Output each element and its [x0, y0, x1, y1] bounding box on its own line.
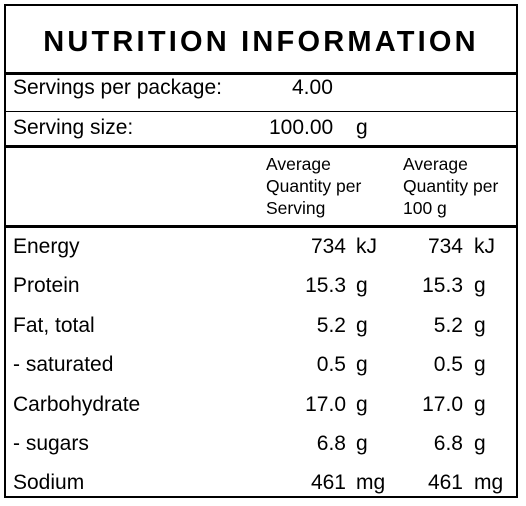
per-100g-value: 0.5 — [433, 353, 463, 376]
per-serving-value: 15.3 — [305, 274, 346, 297]
per-100g-unit: mg — [474, 471, 504, 494]
column-header-per-serving-line: Quantity per — [266, 176, 362, 196]
nutrition-panel: NUTRITION INFORMATION Servings per packa… — [4, 4, 518, 498]
column-header-per-100g-line: Quantity per — [403, 176, 499, 196]
per-100g-value: 734 — [427, 235, 463, 258]
per-serving-unit: g — [356, 274, 368, 297]
column-header-per-100g: Average Quantity per 100 g — [403, 153, 498, 219]
per-100g-unit: g — [474, 353, 486, 376]
nutrient-name: Fat, total — [13, 314, 95, 337]
servings-per-package-label: Servings per package: — [13, 76, 222, 99]
per-100g-unit: g — [474, 432, 486, 455]
per-serving-unit: g — [356, 432, 368, 455]
per-serving-unit: kJ — [356, 235, 377, 258]
nutrient-name: Protein — [13, 274, 80, 297]
column-header-per-100g-line: 100 g — [403, 198, 447, 218]
per-serving-value: 734 — [310, 235, 346, 258]
per-serving-unit: g — [356, 314, 368, 337]
per-100g-unit: g — [474, 274, 486, 297]
column-header-per-serving-line: Serving — [266, 198, 326, 218]
per-100g-unit: g — [474, 393, 486, 416]
per-100g-value: 17.0 — [422, 393, 463, 416]
per-serving-value: 5.2 — [316, 314, 346, 337]
per-100g-value: 15.3 — [422, 274, 463, 297]
title-divider — [6, 72, 516, 75]
per-100g-unit: kJ — [474, 235, 495, 258]
nutrient-name: - saturated — [13, 353, 114, 376]
serving-size-unit: g — [356, 116, 368, 139]
per-serving-value: 0.5 — [316, 353, 346, 376]
panel-title: NUTRITION INFORMATION — [43, 26, 479, 58]
servings-divider — [6, 111, 516, 112]
per-serving-unit: mg — [356, 471, 386, 494]
per-100g-value: 6.8 — [433, 432, 463, 455]
nutrient-name: Sodium — [13, 471, 85, 494]
header-divider — [6, 145, 516, 148]
per-serving-value: 461 — [310, 471, 346, 494]
per-100g-value: 5.2 — [433, 314, 463, 337]
column-header-per-serving-line: Average — [266, 154, 331, 174]
nutrient-name: Energy — [13, 235, 80, 258]
serving-size-label: Serving size: — [13, 116, 134, 139]
serving-size-value: 100.00 — [269, 116, 334, 139]
per-serving-unit: g — [356, 353, 368, 376]
table-divider — [6, 225, 516, 228]
column-header-per-serving: Average Quantity per Serving — [266, 153, 361, 219]
per-serving-unit: g — [356, 393, 368, 416]
per-serving-value: 6.8 — [316, 432, 346, 455]
per-100g-value: 461 — [427, 471, 463, 494]
column-header-per-100g-line: Average — [403, 154, 468, 174]
per-100g-unit: g — [474, 314, 486, 337]
nutrient-name: - sugars — [13, 432, 89, 455]
nutrient-name: Carbohydrate — [13, 393, 141, 416]
per-serving-value: 17.0 — [305, 393, 346, 416]
servings-per-package-value: 4.00 — [292, 76, 333, 99]
